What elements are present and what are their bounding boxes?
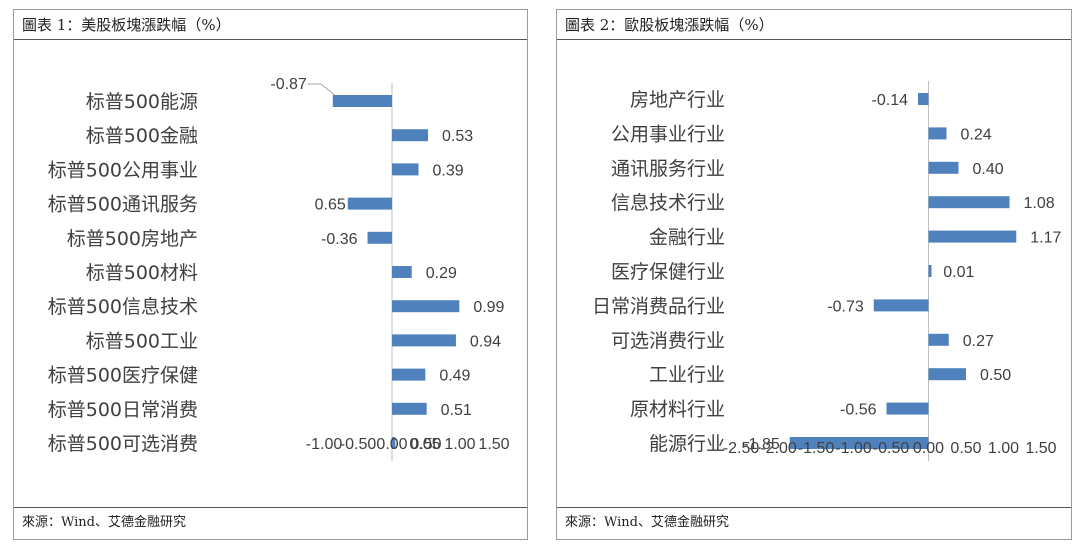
us-category-label: 标普500日常消费	[48, 399, 198, 421]
eu-chart-title: 圖表 2：歐股板塊漲跌幅（%）	[557, 10, 1071, 40]
us-category-label: 标普500金融	[86, 125, 198, 147]
eu-category-label: 金融行业	[649, 227, 725, 249]
us-bar	[392, 334, 456, 347]
eu-category-label: 日常消费品行业	[592, 295, 725, 317]
us-x-tick-label: 1.50	[478, 436, 509, 453]
eu-bar	[928, 368, 966, 381]
eu-value-label: -0.14	[872, 92, 909, 109]
us-value-label: 0.53	[442, 128, 473, 145]
us-x-tick-label: -1.00	[306, 436, 343, 453]
eu-sector-chart-panel: 圖表 2：歐股板塊漲跌幅（%） 房地产行业 -0.14 公用事业行业 0.24 通讯服务…	[556, 9, 1072, 540]
eu-x-tick-label: -1.00	[835, 440, 872, 457]
eu-x-tick-label: -2.50	[723, 440, 760, 457]
eu-x-tick-label: -0.50	[873, 440, 910, 457]
us-category-label: 标普500能源	[86, 91, 198, 113]
eu-x-tick-label: -1.50	[798, 440, 835, 457]
eu-value-label: -1.85	[743, 436, 780, 453]
eu-x-tick-label: 0.50	[950, 440, 981, 457]
us-value-leader-line	[307, 83, 336, 96]
eu-bar	[873, 299, 929, 312]
eu-value-label: -0.73	[827, 298, 864, 315]
us-value-label: 0.39	[433, 162, 464, 179]
eu-x-tick-label: 1.00	[988, 440, 1019, 457]
eu-chart-source: 來源：Wind、艾德金融研究	[557, 507, 1071, 539]
us-category-label: 标普500材料	[86, 262, 198, 284]
us-category-label: 标普500可选消费	[48, 433, 198, 455]
eu-value-label: 0.40	[973, 161, 1004, 178]
us-sector-chart-panel: 圖表 1：美股板塊漲跌幅（%） 标普500能源 -0.87 标普500金融 0.53 标…	[13, 9, 528, 540]
us-bar	[332, 95, 392, 107]
eu-bar	[789, 437, 929, 449]
us-value-label: 0.49	[439, 368, 470, 385]
us-bar	[392, 163, 419, 176]
eu-category-label: 原材料行业	[630, 399, 725, 421]
eu-category-label: 信息技术行业	[611, 192, 725, 214]
eu-category-label: 可选消费行业	[611, 330, 725, 352]
us-value-label: 0.65	[315, 197, 346, 214]
us-category-label: 标普500公用事业	[48, 159, 198, 181]
eu-bar	[886, 402, 929, 415]
us-bar	[392, 402, 427, 415]
us-bar	[347, 197, 392, 210]
us-bar	[392, 300, 460, 313]
eu-value-label: 1.08	[1024, 195, 1055, 212]
us-value-label: 0.99	[473, 299, 504, 316]
eu-bar	[928, 161, 959, 174]
us-chart-title: 圖表 1：美股板塊漲跌幅（%）	[14, 10, 527, 40]
eu-category-label: 公用事业行业	[611, 123, 725, 145]
us-chart-source: 來源：Wind、艾德金融研究	[14, 507, 527, 539]
eu-value-label: 0.01	[943, 264, 974, 281]
eu-bar	[928, 333, 949, 346]
eu-x-tick-label: -2.00	[760, 440, 797, 457]
us-value-label: -0.36	[321, 231, 358, 248]
eu-bar	[928, 127, 947, 140]
eu-category-label: 工业行业	[649, 364, 725, 386]
us-x-tick-label: -0.50	[340, 436, 377, 453]
us-x-tick-label: 0.50	[410, 436, 441, 453]
us-category-label: 标普500信息技术	[48, 296, 198, 318]
us-value-label: 0.05	[409, 436, 440, 453]
us-bar	[392, 368, 426, 381]
eu-value-label: 1.17	[1030, 230, 1061, 247]
eu-sector-bar-chart: 房地产行业 -0.14 公用事业行业 0.24 通讯服务行业 0.40 信息技术行业 1.08…	[592, 81, 1061, 461]
eu-x-tick-label: 1.50	[1025, 440, 1056, 457]
us-category-label: 标普500工业	[86, 330, 198, 352]
eu-bar	[918, 93, 929, 105]
us-sector-bar-chart: 标普500能源 -0.87 标普500金融 0.53 标普500公用事业 0.39 标普50…	[48, 76, 510, 461]
us-category-label: 标普500通讯服务	[48, 194, 198, 216]
us-value-label: 0.29	[426, 265, 457, 282]
eu-bar	[928, 265, 932, 277]
us-bar	[392, 266, 412, 278]
eu-bar	[928, 230, 1017, 243]
us-bar	[367, 231, 392, 244]
us-x-tick-label: 1.00	[444, 436, 475, 453]
eu-category-label: 医疗保健行业	[611, 261, 725, 283]
eu-bar	[928, 196, 1010, 209]
eu-category-label: 房地产行业	[630, 89, 725, 111]
us-category-label: 标普500房地产	[67, 228, 198, 250]
eu-value-label: 0.27	[963, 333, 994, 350]
eu-x-tick-label: 0.00	[913, 440, 944, 457]
us-bar	[392, 437, 396, 449]
eu-value-label: 0.50	[980, 367, 1011, 384]
us-bar	[392, 129, 429, 142]
eu-value-label: -0.56	[840, 402, 877, 419]
us-x-tick-label: 0.00	[376, 436, 407, 453]
us-value-label: 0.51	[441, 402, 472, 419]
us-value-label: -0.87	[270, 76, 307, 93]
eu-category-label: 通讯服务行业	[611, 158, 725, 180]
eu-value-label: 0.24	[961, 126, 992, 143]
eu-category-label: 能源行业	[649, 433, 725, 455]
us-category-label: 标普500医疗保健	[48, 365, 198, 387]
us-value-label: 0.94	[470, 333, 501, 350]
